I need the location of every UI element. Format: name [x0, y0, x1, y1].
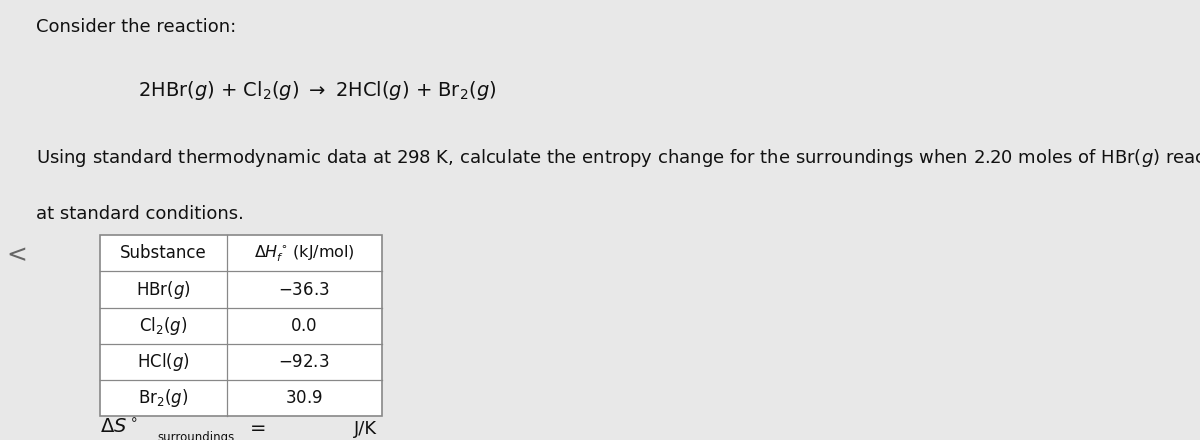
Text: at standard conditions.: at standard conditions. [36, 205, 244, 223]
Text: HCl($g$): HCl($g$) [137, 351, 190, 373]
Text: surroundings: surroundings [157, 431, 234, 440]
Text: <: < [6, 243, 26, 267]
Text: 2HBr($g$) + Cl$_2$($g$) $\rightarrow$ 2HCl($g$) + Br$_2$($g$): 2HBr($g$) + Cl$_2$($g$) $\rightarrow$ 2H… [138, 79, 497, 102]
Text: $0.0$: $0.0$ [290, 317, 318, 334]
Text: =: = [250, 419, 266, 438]
Text: $\Delta H_f^\circ\,(\mathrm{kJ/mol})$: $\Delta H_f^\circ\,(\mathrm{kJ/mol})$ [253, 243, 354, 264]
Text: $-36.3$: $-36.3$ [278, 281, 330, 298]
Text: Cl$_2$($g$): Cl$_2$($g$) [139, 315, 187, 337]
Text: HBr($g$): HBr($g$) [136, 279, 191, 301]
Text: $-92.3$: $-92.3$ [278, 353, 330, 370]
Text: Consider the reaction:: Consider the reaction: [36, 18, 236, 36]
Text: Using standard thermodynamic data at 298 K, calculate the entropy change for the: Using standard thermodynamic data at 298… [36, 147, 1200, 169]
Text: $30.9$: $30.9$ [286, 389, 323, 407]
Text: Substance: Substance [120, 245, 206, 262]
Text: $\Delta S^\circ$: $\Delta S^\circ$ [100, 418, 138, 438]
Text: Br$_2$($g$): Br$_2$($g$) [138, 387, 188, 409]
Text: J/K: J/K [354, 420, 377, 438]
